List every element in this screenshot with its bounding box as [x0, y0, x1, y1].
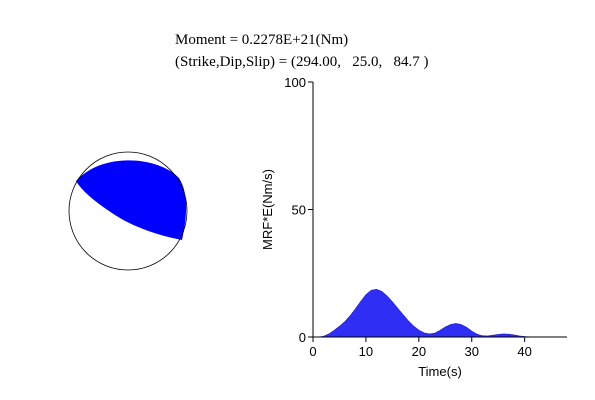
y-tick-label: 100 [284, 75, 306, 90]
y-tick-label: 50 [292, 203, 306, 218]
moment-label: Moment = 0.2278E+21(Nm) [175, 32, 349, 48]
beachball-outline [68, 151, 188, 271]
focal-mechanism-beachball [68, 151, 188, 271]
x-tick-label: 0 [309, 344, 316, 359]
beachball-compressional-quadrant [76, 160, 187, 240]
y-axis-ticks: 0 50 100 [284, 75, 313, 345]
x-tick-label: 40 [517, 344, 531, 359]
y-tick-label: 0 [299, 330, 306, 345]
x-axis-ticks: 0 10 20 30 40 [309, 337, 532, 359]
y-axis-label: MRF*E(Nm/s) [260, 169, 275, 250]
mrf-area-series [313, 288, 562, 338]
x-axis-label: Time(s) [418, 364, 462, 379]
mechanism-label: (Strike,Dip,Slip) = (294.00, 25.0, 84.7 … [175, 54, 429, 70]
x-tick-label: 20 [412, 344, 426, 359]
x-tick-label: 30 [465, 344, 479, 359]
moment-rate-function-chart: 0 10 20 30 40 0 50 100 Time(s) MRF*E(Nm/s) [260, 75, 567, 379]
x-tick-label: 10 [359, 344, 373, 359]
